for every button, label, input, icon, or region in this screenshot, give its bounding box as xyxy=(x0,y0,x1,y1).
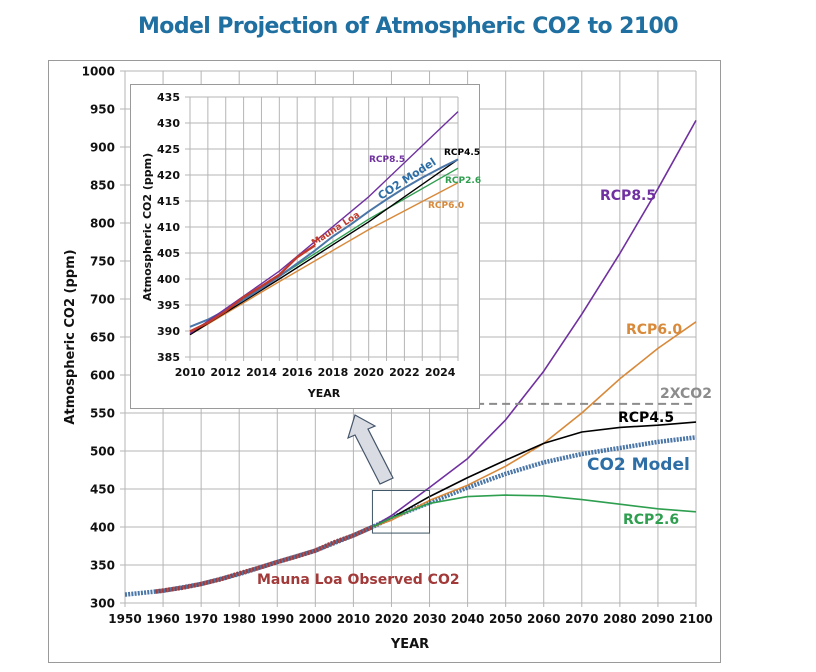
series-line-rcp8-5 xyxy=(189,111,459,335)
series-line-rcp4-5 xyxy=(189,158,459,336)
x-tick-label: 2014 xyxy=(246,366,277,379)
chart-frame xyxy=(48,60,721,663)
x-tick-label: 2070 xyxy=(565,612,598,626)
x-tick-label: 2000 xyxy=(299,612,332,626)
zoom-arrow-icon xyxy=(347,414,394,485)
x-tick-label: 2010 xyxy=(337,612,370,626)
y-tick-label: 400 xyxy=(90,520,115,534)
label-2xco2: 2XCO2 xyxy=(660,386,712,402)
y-tick-label: 385 xyxy=(157,351,180,364)
x-tick-label: 1990 xyxy=(261,612,294,626)
x-tick-label: 1980 xyxy=(222,612,255,626)
series-line-rcp8-5 xyxy=(371,120,697,528)
x-tick-label: 2024 xyxy=(425,366,456,379)
inset-grid xyxy=(185,96,459,361)
y-tick-label: 500 xyxy=(90,444,115,458)
label-mauna-loa-observed: Mauna Loa Observed CO2 xyxy=(257,572,460,588)
y-tick-label: 350 xyxy=(90,558,115,572)
chart-title: Model Projection of Atmospheric CO2 to 2… xyxy=(138,14,679,39)
series-line-rcp6-0 xyxy=(189,182,459,336)
series-line-mauna-loa-observed-co2 xyxy=(155,524,374,594)
main-y-axis-label: Atmospheric CO2 (ppm) xyxy=(63,249,78,424)
y-tick-label: 300 xyxy=(90,596,115,610)
x-tick-label: 2022 xyxy=(389,366,420,379)
y-tick-label: 400 xyxy=(157,273,180,286)
main-x-axis-label: YEAR xyxy=(390,637,429,652)
y-tick-label: 700 xyxy=(90,292,115,306)
label-co2-model: CO2 Model xyxy=(587,455,690,475)
series-line-rcp4-5 xyxy=(372,421,697,528)
x-tick-label: 2020 xyxy=(353,366,384,379)
inset-label-rcp45: RCP4.5 xyxy=(444,148,480,158)
main-tick-labels: 300 350 400 450 500 550 600 650 700 750 800 850 900 9… xyxy=(82,64,713,626)
x-tick-label: 1970 xyxy=(184,612,217,626)
y-tick-label: 900 xyxy=(90,140,115,154)
inset-label-rcp85: RCP8.5 xyxy=(369,155,405,165)
x-tick-label: 2050 xyxy=(489,612,522,626)
inset-tick-labels: 385 390 395 400 405 410 415 420 425 430 435 2010 201… xyxy=(157,91,456,379)
y-tick-label: 450 xyxy=(90,482,115,496)
label-rcp60: RCP6.0 xyxy=(626,322,682,338)
x-tick-label: 2060 xyxy=(527,612,560,626)
series-line-rcp2-6 xyxy=(372,494,697,528)
y-tick-label: 950 xyxy=(90,102,115,116)
label-rcp85: RCP8.5 xyxy=(600,188,656,204)
inset-series xyxy=(189,111,459,336)
x-tick-label: 2020 xyxy=(375,612,408,626)
zoom-region-box xyxy=(371,490,431,534)
y-tick-label: 410 xyxy=(157,221,180,234)
y-tick-label: 850 xyxy=(90,178,115,192)
x-tick-label: 2030 xyxy=(413,612,446,626)
series-line-mauna-loa xyxy=(189,244,316,333)
y-tick-label: 420 xyxy=(157,169,180,182)
inset-x-axis-label: YEAR xyxy=(307,387,341,400)
x-tick-label: 2090 xyxy=(641,612,674,626)
label-rcp26: RCP2.6 xyxy=(623,512,679,528)
label-rcp45: RCP4.5 xyxy=(618,410,674,426)
y-tick-label: 650 xyxy=(90,330,115,344)
y-tick-label: 800 xyxy=(90,216,115,230)
y-tick-label: 425 xyxy=(157,143,180,156)
inset-y-axis-label: Atmospheric CO2 (ppm) xyxy=(141,153,154,301)
inset-frame xyxy=(130,84,480,409)
x-tick-label: 1960 xyxy=(146,612,179,626)
x-tick-label: 2012 xyxy=(210,366,241,379)
x-tick-label: 2016 xyxy=(282,366,313,379)
y-tick-label: 390 xyxy=(157,325,180,338)
y-tick-label: 415 xyxy=(157,195,180,208)
x-tick-label: 2040 xyxy=(451,612,484,626)
y-tick-label: 1000 xyxy=(82,64,115,78)
main-series xyxy=(124,120,697,597)
y-tick-label: 435 xyxy=(157,91,180,104)
x-tick-label: 1950 xyxy=(108,612,141,626)
y-tick-label: 600 xyxy=(90,368,115,382)
y-tick-label: 550 xyxy=(90,406,115,420)
y-tick-label: 750 xyxy=(90,254,115,268)
x-tick-label: 2100 xyxy=(679,612,712,626)
inset-label-rcp60: RCP6.0 xyxy=(428,201,464,211)
y-tick-label: 430 xyxy=(157,117,180,130)
y-tick-label: 395 xyxy=(157,299,180,312)
x-tick-label: 2010 xyxy=(175,366,206,379)
x-tick-label: 2080 xyxy=(603,612,636,626)
inset-label-rcp26: RCP2.6 xyxy=(445,176,481,186)
x-tick-label: 2018 xyxy=(318,366,349,379)
y-tick-label: 405 xyxy=(157,247,180,260)
main-series-labels: Mauna Loa Observed CO2 CO2 Model RCP8.5 … xyxy=(257,188,712,588)
